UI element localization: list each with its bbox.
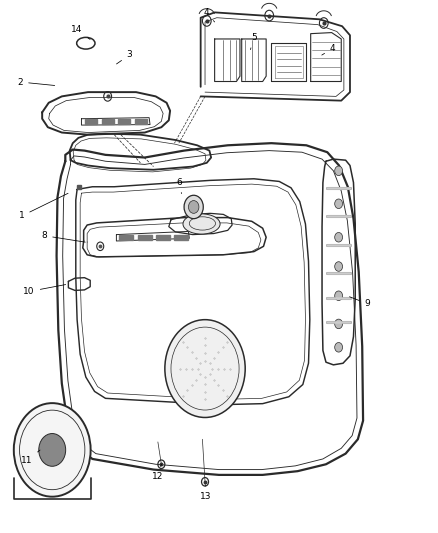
Text: 11: 11 bbox=[21, 450, 40, 465]
Circle shape bbox=[335, 262, 343, 271]
Circle shape bbox=[184, 195, 203, 219]
Bar bbox=[85, 119, 97, 124]
Bar bbox=[102, 119, 114, 124]
Bar bbox=[120, 235, 134, 240]
Ellipse shape bbox=[183, 214, 220, 234]
Circle shape bbox=[335, 166, 343, 175]
Text: 4: 4 bbox=[322, 44, 336, 55]
Bar bbox=[138, 235, 152, 240]
Bar bbox=[156, 235, 170, 240]
Text: 12: 12 bbox=[152, 464, 163, 481]
Text: 4: 4 bbox=[203, 8, 215, 22]
Bar bbox=[118, 119, 131, 124]
Text: 8: 8 bbox=[42, 231, 85, 242]
Circle shape bbox=[165, 320, 245, 417]
Text: 2: 2 bbox=[18, 77, 55, 86]
Text: 6: 6 bbox=[177, 178, 183, 193]
Text: 10: 10 bbox=[23, 285, 66, 296]
Circle shape bbox=[335, 199, 343, 208]
Text: 1: 1 bbox=[19, 193, 68, 221]
Circle shape bbox=[39, 433, 66, 466]
Text: 5: 5 bbox=[251, 34, 257, 50]
Text: 9: 9 bbox=[350, 297, 370, 308]
Text: 14: 14 bbox=[71, 26, 90, 39]
Bar bbox=[135, 119, 147, 124]
Circle shape bbox=[335, 291, 343, 301]
Circle shape bbox=[335, 343, 343, 352]
Circle shape bbox=[335, 319, 343, 329]
Circle shape bbox=[14, 403, 91, 497]
Text: 13: 13 bbox=[200, 484, 212, 500]
Bar bbox=[174, 235, 188, 240]
Circle shape bbox=[335, 232, 343, 242]
Circle shape bbox=[188, 200, 199, 213]
Text: 3: 3 bbox=[117, 51, 132, 64]
